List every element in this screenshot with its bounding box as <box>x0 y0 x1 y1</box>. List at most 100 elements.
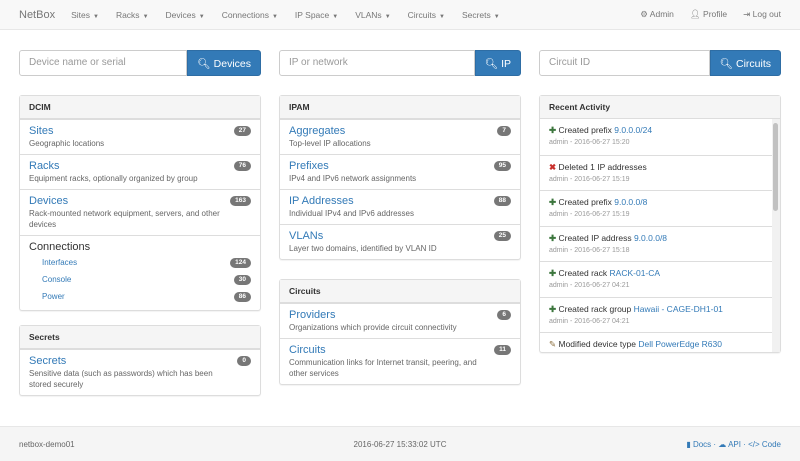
list-item-sites: Sites Geographic locations 27 <box>20 119 260 154</box>
button-label: IP <box>501 57 511 70</box>
scrollbar[interactable] <box>772 119 780 352</box>
count-badge: 0 <box>237 356 251 366</box>
item-description: Rack-mounted network equipment, servers,… <box>29 209 220 229</box>
list-item-racks: Racks Equipment racks, optionally organiz… <box>20 154 260 189</box>
prefixes-link[interactable]: Prefixes <box>289 160 329 172</box>
api-link[interactable]: ☁ API <box>718 440 741 449</box>
button-label: Devices <box>213 57 251 70</box>
event-line: ✖ Deleted 1 IP addresses <box>549 162 771 173</box>
menu-label: VLANs <box>355 9 382 20</box>
event-object-link[interactable]: 9.0.0.0/8 <box>614 197 648 207</box>
nav-menu-secrets[interactable]: Secrets ▼ <box>462 10 500 20</box>
devices-search-input[interactable] <box>19 50 188 76</box>
ip-addresses-link[interactable]: IP Addresses <box>289 195 354 207</box>
brand-link[interactable]: NetBox <box>19 8 56 21</box>
recent-activity-panel: Recent Activity ✚ Created prefix 9.0.0.0… <box>539 95 781 353</box>
profile-label: Profile <box>703 9 728 19</box>
search-icon: 🔍︎ <box>197 57 214 70</box>
item-description: Equipment racks, optionally organized by… <box>29 174 198 183</box>
sites-link[interactable]: Sites <box>29 125 54 137</box>
scrollbar-thumb[interactable] <box>773 123 778 211</box>
circuits-search-input[interactable] <box>539 50 710 76</box>
secrets-link[interactable]: Secrets <box>29 355 67 367</box>
event-line: ✚ Created prefix 9.0.0.0/24 <box>549 125 771 136</box>
providers-link[interactable]: Providers <box>289 309 336 321</box>
count-badge: 86 <box>233 292 251 302</box>
count-badge: 124 <box>230 258 251 268</box>
connection-power: Power 86 <box>29 288 251 305</box>
count-badge: 76 <box>233 161 251 171</box>
dcim-panel: DCIM Sites Geographic locations 27 Racks Equi… <box>19 95 261 311</box>
event-object-link[interactable]: RACK-01-CA <box>609 268 661 278</box>
console-link[interactable]: Console <box>42 275 72 284</box>
plus-icon: ✚ <box>549 232 559 243</box>
event-object-link[interactable]: 9.0.0.0/24 <box>614 125 653 135</box>
interfaces-link[interactable]: Interfaces <box>42 258 78 267</box>
event-action: Deleted 1 IP addresses <box>558 161 647 172</box>
nav-menu-devices[interactable]: Devices ▼ <box>166 10 205 20</box>
panel-heading: IPAM <box>280 96 520 119</box>
nav-menus: Sites ▼ Racks ▼ Devices ▼ Connections ▼ IP Space… <box>71 10 517 20</box>
item-description: Organizations which provide circuit conn… <box>289 323 457 332</box>
nav-menu-ip-space[interactable]: IP Space ▼ <box>295 10 338 20</box>
event-action: Created prefix <box>558 125 612 135</box>
cloud-icon: ☁ <box>718 439 729 449</box>
menu-label: Racks <box>115 9 140 20</box>
ip-search-input[interactable] <box>279 50 475 76</box>
docs-link[interactable]: ▮ Docs <box>686 440 711 449</box>
nav-menu-vlans[interactable]: VLANs ▼ <box>355 10 390 20</box>
event-meta: admin - 2016-06-27 15:19 <box>549 175 630 183</box>
activity-event: ✖ Deleted 1 IP addresses admin - 2016-06… <box>540 154 780 191</box>
code-icon: </> <box>748 439 762 449</box>
pencil-icon: ✎ <box>549 339 559 349</box>
logout-link[interactable]: ⇥ Log out <box>743 9 781 20</box>
circuits-search-field: Circuit ID <box>539 50 710 76</box>
profile-link[interactable]: 👤︎ Profile <box>690 9 727 20</box>
count-badge: 6 <box>497 310 511 320</box>
event-object-link[interactable]: Hawaii - CAGE-DH1-01 <box>633 303 723 314</box>
activity-list: ✚ Created prefix 9.0.0.0/24 admin - 2016-… <box>540 119 780 352</box>
racks-link[interactable]: Racks <box>29 160 60 172</box>
list-item-circuits: Circuits Communication links for Internet… <box>280 338 520 384</box>
admin-link[interactable]: ⚙ Admin <box>640 9 674 20</box>
event-object-link[interactable]: Dell PowerEdge R630 <box>638 339 722 349</box>
circuits-search-button[interactable]: 🔍︎ Circuits <box>709 50 781 76</box>
connection-interfaces: Interfaces 124 <box>29 254 251 271</box>
event-meta: admin - 2016-06-27 15:18 <box>549 246 630 254</box>
nav-menu-sites[interactable]: Sites ▼ <box>71 10 99 20</box>
count-badge: 30 <box>233 275 251 285</box>
search-icon: 🔍︎ <box>484 57 502 70</box>
activity-event: ✚ Created rack group Hawaii - CAGE-DH1-0… <box>540 296 780 333</box>
nav-menu-connections[interactable]: Connections ▼ <box>222 10 278 20</box>
remove-icon: ✖ <box>549 161 559 172</box>
event-line: ✎ Modified device type Dell PowerEdge R6… <box>549 339 771 350</box>
button-label: Circuits <box>735 57 771 70</box>
code-link[interactable]: </> Code <box>748 440 781 449</box>
vlans-link[interactable]: VLANs <box>289 230 324 242</box>
docs-label: Docs <box>692 439 712 449</box>
caret-down-icon: ▼ <box>142 13 149 20</box>
event-meta: admin - 2016-06-27 15:19 <box>549 211 630 218</box>
activity-event: ✚ Created prefix 9.0.0.0/8 admin - 2016-0… <box>540 190 780 226</box>
caret-down-icon: ▼ <box>332 13 339 20</box>
ip-search-button[interactable]: 🔍︎ IP <box>474 50 521 76</box>
list-item-ip-addresses: IP Addresses Individual IPv4 and IPv6 add… <box>280 189 520 224</box>
power-link[interactable]: Power <box>42 292 65 301</box>
event-object-link[interactable]: 9.0.0.0/8 <box>633 232 668 243</box>
devices-search-button[interactable]: 🔍︎ Devices <box>187 50 261 76</box>
menu-label: Sites <box>71 9 90 20</box>
nav-menu-racks[interactable]: Racks ▼ <box>116 10 149 20</box>
plus-icon: ✚ <box>549 125 559 135</box>
event-action: Created rack group <box>558 303 632 314</box>
count-badge: 11 <box>494 345 511 355</box>
caret-down-icon: ▼ <box>198 13 205 20</box>
nav-menu-circuits[interactable]: Circuits ▼ <box>408 10 445 20</box>
event-meta: admin - 2016-06-27 15:20 <box>549 139 630 146</box>
event-action: Created IP address <box>558 232 632 243</box>
count-badge: 7 <box>497 126 511 136</box>
aggregates-link[interactable]: Aggregates <box>289 125 346 137</box>
search-form-circuits: Circuit ID 🔍︎ Circuits <box>539 50 781 76</box>
devices-link[interactable]: Devices <box>29 195 69 207</box>
secrets-panel: Secrets Secrets Sensitive data (such as pa… <box>19 325 261 396</box>
circuits-link[interactable]: Circuits <box>289 344 326 356</box>
